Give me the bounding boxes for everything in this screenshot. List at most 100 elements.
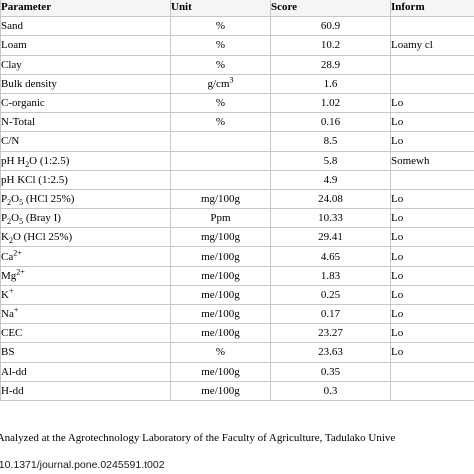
table-row: CEC me/100g 23.27 Lo <box>0 323 474 344</box>
table-row: pH KCl (1:2.5) 4.9 <box>0 169 474 190</box>
table-row: Sand% 60.9 <box>0 16 474 37</box>
table-footnote: n: Analyzed at the Agrotechnology Labora… <box>0 432 396 444</box>
table-row: Mg2+ me/100g 1.83 Lo <box>0 265 474 286</box>
score-cell: 0.35 <box>270 361 391 382</box>
table-row: P2O5 (Bray I) Ppm 10.33 Lo <box>0 208 474 229</box>
information-cell: Lo <box>390 188 474 210</box>
unit-cell: % <box>170 112 271 133</box>
table-row: Na+ me/100g 0.17 Lo <box>0 303 474 325</box>
table-header-row: Parameter Unit Score Inform <box>0 0 474 18</box>
information-cell: Lo <box>390 246 474 267</box>
unit-cell: me/100g <box>170 361 271 382</box>
information-cell: Somewh <box>390 150 474 171</box>
score-cell: 60.9 <box>270 16 391 37</box>
doi-link[interactable]: g/10.1371/journal.pone.0245591.t002 <box>0 459 165 471</box>
information-cell: Lo <box>390 208 474 229</box>
unit-cell: me/100g <box>170 246 271 267</box>
unit-cell: g/cm3 <box>170 73 271 94</box>
unit-cell: % <box>170 35 271 56</box>
table-row: K+ me/100g 0.25 Lo <box>0 284 474 306</box>
parameter-cell: Ca2+ <box>0 246 171 267</box>
table-row: H-dd me/100g 0.3 <box>0 380 474 401</box>
score-cell: 0.3 <box>270 380 391 401</box>
score-cell: 24.08 <box>270 188 391 210</box>
parameter-cell: Sand <box>0 16 171 37</box>
information-cell <box>390 169 474 190</box>
information-cell <box>390 380 474 401</box>
information-cell: Lo <box>390 131 474 152</box>
parameter-cell: Loam <box>0 35 171 56</box>
information-cell <box>390 16 474 37</box>
unit-cell: mg/100g <box>170 188 271 210</box>
parameter-cell: K2O (HCl 25%) <box>0 227 171 248</box>
information-cell <box>390 54 474 75</box>
parameter-cell: K+ <box>0 284 171 306</box>
parameter-cell: P2O5 (Bray I) <box>0 208 171 229</box>
unit-cell: Ppm <box>170 208 271 229</box>
score-cell: 1.6 <box>270 73 391 94</box>
information-cell: Lo <box>390 323 474 344</box>
score-cell: 1.83 <box>270 265 391 286</box>
information-cell: Lo <box>390 303 474 325</box>
table-row: K2O (HCl 25%) mg/100g 29.41 Lo <box>0 227 474 248</box>
parameter-cell: N-Total <box>0 112 171 133</box>
score-cell: 8.5 <box>270 131 391 152</box>
parameter-cell: H-dd <box>0 380 171 401</box>
unit-cell: % <box>170 54 271 75</box>
soil-analysis-table: Parameter Unit Score Inform Sand% 60.9 Loa… <box>0 0 474 401</box>
parameter-cell: pH H2O (1:2.5) <box>0 150 171 171</box>
score-cell: 1.02 <box>270 92 391 114</box>
score-cell: 0.16 <box>270 112 391 133</box>
information-cell: Lo <box>390 265 474 286</box>
information-cell: Lo <box>390 284 474 306</box>
table-row: Ca2+ me/100g 4.65 Lo <box>0 246 474 267</box>
parameter-cell: P2O5 (HCl 25%) <box>0 188 171 210</box>
score-cell: 10.33 <box>270 208 391 229</box>
parameter-cell: Mg2+ <box>0 265 171 286</box>
unit-cell: me/100g <box>170 323 271 344</box>
parameter-cell: Na+ <box>0 303 171 325</box>
unit-cell: me/100g <box>170 380 271 401</box>
information-cell: Lo <box>390 227 474 248</box>
score-cell: 29.41 <box>270 227 391 248</box>
table-body: Sand% 60.9 Loam% 10.2 Loamy cl Clay% 28.9 Bulk … <box>0 16 474 401</box>
score-cell: 5.8 <box>270 150 391 171</box>
score-cell: 28.9 <box>270 54 391 75</box>
parameter-cell: Clay <box>0 54 171 75</box>
score-cell: 0.17 <box>270 303 391 325</box>
table-row: C-organic% 1.02 Lo <box>0 92 474 114</box>
table-row: C/N 8.5 Lo <box>0 131 474 152</box>
table-row: BS% 23.63 Lo <box>0 342 474 363</box>
table-row: N-Total% 0.16 Lo <box>0 112 474 133</box>
unit-cell <box>170 131 271 152</box>
score-cell: 10.2 <box>270 35 391 56</box>
information-cell: Lo <box>390 112 474 133</box>
parameter-cell: BS <box>0 342 171 363</box>
unit-cell: % <box>170 16 271 37</box>
header-information: Inform <box>390 0 474 18</box>
information-cell: Lo <box>390 92 474 114</box>
unit-cell: me/100g <box>170 303 271 325</box>
unit-cell: mg/100g <box>170 227 271 248</box>
table-row: Bulk density g/cm3 1.6 <box>0 73 474 94</box>
unit-cell: me/100g <box>170 284 271 306</box>
table-row: P2O5 (HCl 25%) mg/100g 24.08 Lo <box>0 188 474 210</box>
header-parameter: Parameter <box>0 0 171 18</box>
information-cell <box>390 361 474 382</box>
unit-cell: % <box>170 342 271 363</box>
information-cell: Loamy cl <box>390 35 474 56</box>
table-row: Al-dd me/100g 0.35 <box>0 361 474 382</box>
parameter-cell: C/N <box>0 131 171 152</box>
score-cell: 0.25 <box>270 284 391 306</box>
table-row: Clay% 28.9 <box>0 54 474 75</box>
unit-cell: me/100g <box>170 265 271 286</box>
unit-cell <box>170 150 271 171</box>
parameter-cell: pH KCl (1:2.5) <box>0 169 171 190</box>
score-cell: 4.65 <box>270 246 391 267</box>
score-cell: 23.27 <box>270 323 391 344</box>
parameter-cell: C-organic <box>0 92 171 114</box>
score-cell: 4.9 <box>270 169 391 190</box>
unit-cell <box>170 169 271 190</box>
header-score: Score <box>270 0 391 18</box>
